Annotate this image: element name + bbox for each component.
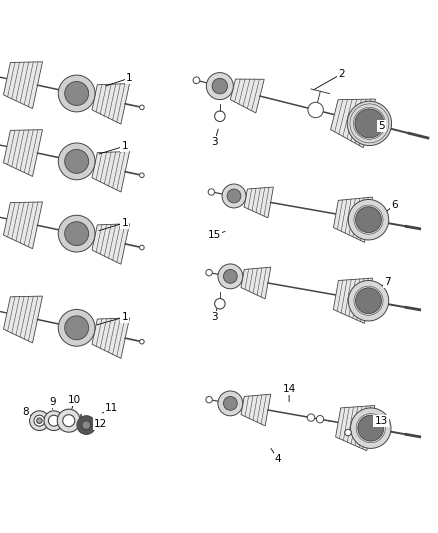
Circle shape	[308, 102, 323, 118]
Polygon shape	[92, 224, 130, 264]
Circle shape	[206, 72, 233, 100]
Polygon shape	[333, 197, 372, 243]
Polygon shape	[230, 79, 264, 113]
Text: 1: 1	[121, 217, 128, 228]
Circle shape	[37, 418, 42, 423]
Text: 3: 3	[211, 312, 218, 322]
Circle shape	[348, 199, 389, 240]
Polygon shape	[241, 267, 271, 299]
Circle shape	[212, 78, 227, 94]
Text: 5: 5	[378, 122, 385, 131]
Polygon shape	[244, 187, 273, 218]
Circle shape	[193, 77, 200, 84]
Circle shape	[223, 397, 237, 410]
Circle shape	[355, 109, 384, 138]
Circle shape	[348, 280, 389, 321]
Text: 13: 13	[374, 416, 388, 426]
Circle shape	[57, 409, 80, 432]
Circle shape	[307, 414, 314, 421]
Text: 2: 2	[338, 69, 345, 79]
Text: 15: 15	[208, 230, 221, 240]
Bar	[80, 414, 81, 427]
Circle shape	[218, 391, 243, 416]
Circle shape	[206, 397, 212, 403]
Polygon shape	[331, 99, 375, 148]
Polygon shape	[4, 130, 42, 176]
Text: 3: 3	[211, 136, 218, 147]
Circle shape	[218, 264, 243, 289]
Circle shape	[356, 207, 381, 232]
Circle shape	[223, 270, 237, 283]
Circle shape	[358, 415, 384, 441]
Circle shape	[82, 421, 91, 430]
Polygon shape	[4, 296, 42, 343]
Circle shape	[347, 101, 392, 146]
Circle shape	[215, 111, 225, 122]
Circle shape	[345, 429, 351, 436]
Text: 9: 9	[49, 397, 56, 407]
Polygon shape	[336, 406, 375, 451]
Text: 1: 1	[121, 312, 128, 322]
Circle shape	[65, 316, 88, 340]
Text: 1: 1	[121, 141, 128, 151]
Circle shape	[140, 245, 144, 250]
Circle shape	[48, 415, 60, 426]
Circle shape	[140, 340, 144, 344]
Polygon shape	[92, 151, 130, 192]
Circle shape	[206, 269, 212, 276]
Circle shape	[58, 215, 95, 252]
Text: 4: 4	[275, 454, 282, 464]
Circle shape	[63, 415, 75, 427]
Circle shape	[227, 189, 241, 203]
Text: 14: 14	[283, 384, 296, 394]
Polygon shape	[4, 202, 42, 249]
Circle shape	[65, 149, 88, 173]
Circle shape	[34, 415, 45, 426]
Polygon shape	[92, 84, 130, 124]
Text: 1: 1	[126, 73, 133, 83]
Circle shape	[222, 184, 246, 208]
Circle shape	[65, 82, 88, 106]
Circle shape	[58, 310, 95, 346]
Polygon shape	[241, 394, 271, 426]
Circle shape	[77, 416, 95, 434]
Circle shape	[65, 222, 88, 246]
Polygon shape	[333, 278, 372, 324]
Text: 8: 8	[22, 407, 29, 417]
Circle shape	[208, 189, 215, 195]
Text: 12: 12	[94, 419, 107, 429]
Circle shape	[58, 143, 95, 180]
Polygon shape	[4, 62, 42, 109]
Polygon shape	[92, 318, 130, 358]
Circle shape	[58, 75, 95, 112]
Text: 7: 7	[384, 277, 391, 287]
Circle shape	[140, 105, 144, 110]
Circle shape	[356, 288, 381, 313]
Circle shape	[215, 298, 225, 309]
Text: 11: 11	[105, 402, 118, 413]
Text: 6: 6	[391, 200, 398, 210]
Circle shape	[140, 173, 144, 177]
Circle shape	[30, 411, 49, 431]
Circle shape	[44, 411, 64, 431]
Circle shape	[350, 408, 391, 448]
Text: 10: 10	[68, 395, 81, 405]
Circle shape	[316, 416, 324, 423]
